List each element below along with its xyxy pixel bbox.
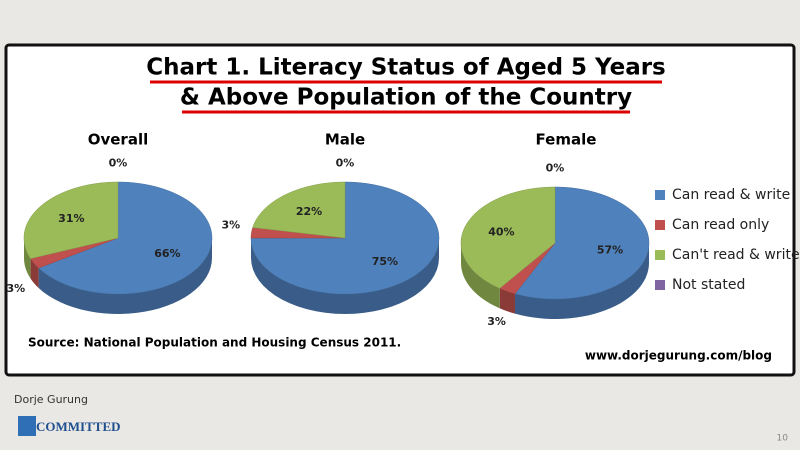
data-label: 0%	[336, 157, 355, 170]
pie-slice	[514, 186, 650, 300]
logo: COMMITTED	[36, 419, 121, 434]
data-label: 31%	[58, 212, 84, 225]
legend-label: Not stated	[672, 277, 745, 293]
pie-side	[499, 288, 515, 314]
pie-slice	[23, 181, 119, 259]
data-label: 3%	[6, 282, 25, 295]
chart-title: Chart 1. Literacy Status of Aged 5 Years	[146, 55, 666, 81]
pie-slice	[38, 181, 213, 295]
pie-side	[24, 238, 31, 279]
pie-slice	[499, 242, 556, 294]
pie-title: Overall	[88, 131, 149, 149]
data-label: 75%	[372, 255, 398, 268]
data-label: 22%	[296, 205, 322, 218]
data-label: 40%	[488, 226, 514, 239]
logo-icon	[18, 416, 36, 436]
legend-swatch	[655, 280, 665, 290]
chart-title: & Above Population of the Country	[180, 85, 632, 111]
source-note: Source: National Population and Housing …	[28, 336, 401, 350]
pie-side	[38, 238, 212, 314]
legend-swatch	[655, 220, 665, 230]
legend-swatch	[655, 250, 665, 260]
pie-title: Male	[325, 131, 365, 149]
data-label: 0%	[109, 157, 128, 170]
pie-side	[30, 258, 39, 289]
pie-slice	[252, 181, 346, 239]
pie-title: Female	[536, 131, 597, 149]
data-label: 3%	[487, 315, 506, 328]
pie-side	[461, 243, 500, 309]
data-label: 0%	[546, 162, 565, 175]
legend-label: Can read & write	[672, 187, 790, 203]
legend-label: Can read only	[672, 217, 769, 233]
pie-slice	[460, 186, 556, 289]
pie-slice	[30, 237, 119, 269]
page-number: 10	[777, 434, 789, 444]
legend-label: Can't read & write	[672, 247, 800, 263]
data-label: 66%	[154, 247, 180, 260]
url-note: www.dorjegurung.com/blog	[585, 349, 772, 363]
pie-side	[251, 238, 439, 314]
pie-side	[514, 243, 649, 319]
legend-swatch	[655, 190, 665, 200]
data-label: 3%	[221, 219, 240, 232]
author: Dorje Gurung	[14, 393, 88, 406]
data-label: 57%	[597, 243, 623, 256]
